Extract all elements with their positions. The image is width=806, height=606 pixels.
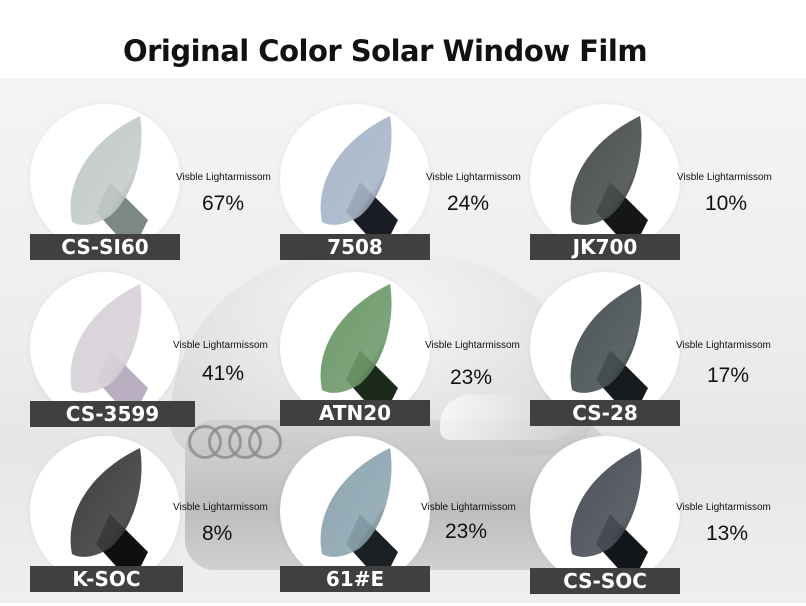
film-swatch-icon <box>320 284 398 420</box>
product-code-label: JK700 <box>530 234 680 260</box>
product-card-cs-soc: Visble Lightarmissom 13% CS-SOC <box>530 436 780 606</box>
caption-text: Visble Lightarmissom <box>421 502 516 513</box>
percent-value: 17% <box>707 364 750 387</box>
product-card-cs-3599: Visble Lightarmissom 41% CS-3599 <box>30 272 280 442</box>
percent-value: 67% <box>202 192 245 215</box>
caption-text: Visble Lightarmissom <box>176 172 271 183</box>
percent-value: 24% <box>447 192 490 215</box>
product-code-label: K-SOC <box>30 566 183 592</box>
product-card-7508: Visble Lightarmissom 24% 7508 <box>280 104 530 274</box>
page-title: Original Color Solar Window Film <box>122 34 648 68</box>
caption-text: Visble Lightarmissom <box>676 502 771 513</box>
product-code-label: 7508 <box>280 234 430 260</box>
percent-value: 23% <box>450 366 493 389</box>
film-swatch-icon <box>70 284 148 420</box>
film-swatch-icon <box>570 284 648 420</box>
caption-text: Visble Lightarmissom <box>173 502 268 513</box>
caption-text: Visble Lightarmissom <box>677 172 772 183</box>
percent-value: 41% <box>202 362 245 385</box>
product-card-cs-si60: Visble Lightarmissom 67% CS-SI60 <box>30 104 280 274</box>
film-swatch-icon <box>320 448 398 584</box>
product-card-61e: Visble Lightarmissom 23% 61#E <box>280 436 530 606</box>
film-swatch-icon <box>570 116 648 252</box>
percent-value: 8% <box>202 522 233 545</box>
product-card-jk700: Visble Lightarmissom 10% JK700 <box>530 104 780 274</box>
percent-value: 23% <box>445 520 488 543</box>
percent-value: 10% <box>705 192 748 215</box>
film-swatch-icon <box>70 448 148 584</box>
product-card-atn20: Visble Lightarmissom 23% ATN20 <box>280 272 530 442</box>
product-code-label: CS-SOC <box>530 568 680 594</box>
product-code-label: ATN20 <box>280 400 430 426</box>
film-swatch-icon <box>320 116 398 252</box>
product-code-label: CS-3599 <box>30 401 195 427</box>
caption-text: Visble Lightarmissom <box>426 172 521 183</box>
caption-text: Visble Lightarmissom <box>676 340 771 351</box>
product-code-label: CS-SI60 <box>30 234 180 260</box>
percent-value: 13% <box>706 522 749 545</box>
product-card-k-soc: Visble Lightarmissom 8% K-SOC <box>30 436 280 606</box>
caption-text: Visble Lightarmissom <box>425 340 520 351</box>
caption-text: Visble Lightarmissom <box>173 340 268 351</box>
product-card-cs-28: Visble Lightarmissom 17% CS-28 <box>530 272 780 442</box>
film-swatch-icon <box>570 448 648 584</box>
product-code-label: 61#E <box>280 566 430 592</box>
product-code-label: CS-28 <box>530 400 680 426</box>
film-swatch-icon <box>70 116 148 252</box>
